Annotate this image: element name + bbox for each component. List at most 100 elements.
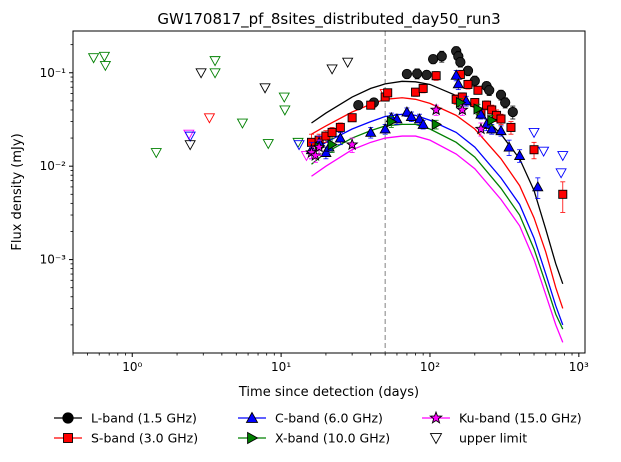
- legend-item: upper limit: [429, 431, 527, 446]
- data-point: [484, 85, 495, 96]
- upper-limit-marker: [259, 83, 271, 94]
- data-point: [558, 189, 568, 199]
- data-point: [529, 145, 539, 155]
- data-point: [500, 97, 511, 108]
- legend-item: S-band (3.0 GHz): [54, 431, 198, 446]
- upper-limit-marker: [99, 60, 112, 72]
- legend-marker: [62, 412, 74, 424]
- data-point: [503, 141, 515, 152]
- chart-title: GW170817_pf_8sites_distributed_day50_run…: [157, 10, 500, 29]
- data-point: [532, 181, 544, 192]
- data-point: [452, 78, 465, 89]
- legend-label: X-band (10.0 GHz): [275, 431, 390, 446]
- upper-limit-marker: [184, 140, 196, 151]
- upper-limit-marker: [555, 168, 567, 179]
- upper-limit-marker: [184, 131, 196, 142]
- data-point: [327, 138, 338, 151]
- legend-label: upper limit: [459, 431, 527, 446]
- data-point: [496, 114, 506, 124]
- upper-limit-marker: [537, 146, 550, 157]
- y-tick-label: 10⁻³: [40, 253, 67, 267]
- x-tick-label: 10⁰: [122, 360, 142, 374]
- data-point: [379, 123, 391, 134]
- data-point: [418, 83, 428, 93]
- upper-limit-marker: [278, 92, 290, 103]
- data-point: [487, 114, 498, 126]
- data-point: [405, 110, 418, 121]
- upper-limit-marker: [557, 151, 569, 162]
- x-tick-label: 10¹: [271, 360, 291, 374]
- data-point: [507, 106, 518, 118]
- upper-limit-marker: [262, 139, 274, 150]
- legend-item: X-band (10.0 GHz): [238, 431, 390, 446]
- legend-marker: [429, 410, 443, 424]
- upper-limit-marker: [203, 113, 216, 124]
- upper-limit-marker: [279, 105, 291, 116]
- data-point: [473, 103, 484, 115]
- x-axis-label: Time since detection (days): [238, 385, 419, 400]
- data-point: [455, 103, 469, 116]
- y-tick-label: 10⁻²: [40, 159, 67, 173]
- data-point: [411, 87, 421, 97]
- upper-limit-marker: [341, 57, 354, 69]
- y-axis-label: Flux density (mJy): [10, 133, 25, 250]
- upper-limit-marker: [236, 118, 249, 129]
- data-point: [366, 100, 376, 110]
- data-point: [347, 113, 357, 123]
- data-point: [495, 124, 507, 136]
- data-point: [320, 146, 332, 157]
- data-point: [327, 127, 337, 137]
- data-point: [513, 149, 526, 160]
- legend-label: Ku-band (15.0 GHz): [459, 411, 582, 426]
- legend-marker: [429, 433, 443, 445]
- data-point: [365, 126, 377, 137]
- upper-limit-marker: [98, 51, 111, 63]
- upper-limit-marker: [195, 68, 207, 79]
- model-curve-3: [311, 123, 564, 330]
- data-point: [495, 89, 507, 100]
- upper-limit-marker: [209, 56, 221, 67]
- y-tick-label: 10⁻¹: [40, 66, 67, 80]
- upper-limit-marker: [209, 68, 221, 79]
- data-point: [421, 69, 432, 80]
- data-point: [474, 122, 488, 135]
- data-point: [436, 51, 447, 62]
- legend-marker: [245, 411, 259, 423]
- data-point: [353, 100, 364, 111]
- legend-label: S-band (3.0 GHz): [91, 431, 198, 446]
- data-point: [429, 103, 443, 116]
- axis-ticks: 10⁰ 10¹ 10² 10³ 10⁻³ 10⁻² 10⁻¹: [40, 44, 589, 374]
- legend-label: C-band (6.0 GHz): [275, 411, 383, 426]
- upper-limit-marker: [326, 64, 338, 75]
- data-point: [401, 68, 413, 80]
- legend-item: L-band (1.5 GHz): [54, 411, 197, 426]
- plot-area: [87, 31, 569, 353]
- data-point: [486, 123, 498, 134]
- data-point: [417, 118, 429, 129]
- model-curve-0: [311, 80, 564, 285]
- data-point: [506, 122, 516, 132]
- x-tick-label: 10²: [420, 360, 440, 374]
- model-curve-2: [311, 113, 564, 326]
- data-point: [335, 122, 345, 132]
- data-point: [473, 85, 483, 95]
- legend-marker: [63, 433, 73, 443]
- legend-item: Ku-band (15.0 GHz): [422, 411, 582, 426]
- data-point: [401, 106, 413, 117]
- data-point: [312, 140, 326, 153]
- legend-marker: [247, 431, 259, 445]
- data-point: [383, 88, 393, 98]
- legend-item: C-band (6.0 GHz): [238, 411, 383, 426]
- data-point: [475, 108, 487, 119]
- data-point: [463, 79, 473, 89]
- upper-limit-marker: [528, 127, 540, 139]
- data-point: [431, 118, 443, 131]
- data-point: [412, 68, 423, 79]
- data-point: [431, 71, 441, 81]
- data-point: [334, 132, 347, 143]
- data-point: [386, 115, 398, 128]
- upper-limit-marker: [293, 140, 305, 151]
- data-point: [345, 137, 359, 151]
- upper-limit-marker: [87, 53, 100, 64]
